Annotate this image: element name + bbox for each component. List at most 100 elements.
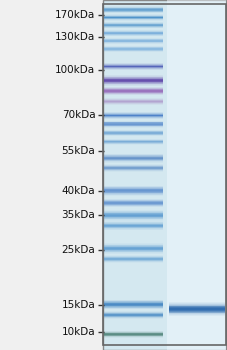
Bar — [104, 193, 163, 194]
Bar — [104, 48, 163, 49]
Bar — [104, 169, 163, 170]
Bar — [104, 256, 163, 257]
Bar — [104, 131, 163, 132]
Bar — [104, 30, 163, 31]
Bar — [104, 215, 163, 216]
Bar — [104, 18, 163, 19]
Bar — [104, 117, 163, 118]
Bar — [104, 306, 163, 307]
Bar — [104, 83, 163, 84]
Bar — [104, 25, 163, 26]
Bar — [104, 122, 163, 123]
Bar — [104, 142, 163, 143]
Bar — [104, 248, 163, 249]
Bar — [104, 316, 163, 317]
Bar — [104, 318, 163, 319]
Bar — [104, 199, 163, 200]
Bar — [104, 102, 163, 103]
Bar — [104, 40, 163, 41]
Bar — [169, 308, 225, 309]
Bar — [104, 84, 163, 85]
Bar — [104, 168, 163, 169]
Bar — [104, 66, 163, 67]
Bar — [169, 304, 225, 306]
Text: 25kDa: 25kDa — [62, 245, 95, 254]
Bar — [104, 78, 163, 79]
Bar — [104, 251, 163, 252]
Bar — [104, 50, 163, 51]
Bar — [104, 223, 163, 224]
Bar — [104, 336, 163, 337]
Bar — [104, 112, 163, 113]
Bar — [104, 308, 163, 309]
Bar — [104, 94, 163, 95]
Bar — [104, 190, 163, 191]
Bar — [104, 43, 163, 44]
Bar — [104, 192, 163, 193]
Bar — [104, 139, 163, 140]
Bar — [104, 243, 163, 244]
Bar — [104, 126, 163, 127]
Bar — [104, 7, 163, 8]
Bar — [104, 226, 163, 227]
Bar — [104, 156, 163, 157]
Bar — [104, 247, 163, 248]
Bar — [104, 10, 163, 11]
Bar — [104, 314, 163, 315]
Bar — [104, 26, 163, 27]
Bar — [104, 140, 163, 141]
Bar — [104, 121, 163, 122]
Bar — [104, 245, 163, 246]
Bar — [104, 224, 163, 225]
Bar — [104, 335, 163, 336]
Bar — [104, 205, 163, 206]
Bar — [104, 337, 163, 338]
Bar — [104, 39, 163, 40]
Bar — [104, 187, 163, 188]
Bar — [104, 304, 163, 305]
Bar — [104, 161, 163, 162]
Bar — [104, 302, 163, 303]
Bar — [104, 114, 163, 115]
Bar — [104, 262, 163, 263]
Bar — [104, 104, 163, 105]
Bar — [169, 303, 225, 304]
Bar — [104, 170, 163, 171]
Bar — [103, 4, 226, 345]
Bar — [104, 9, 163, 10]
Bar — [104, 88, 163, 89]
Bar — [104, 20, 163, 21]
Bar — [104, 213, 163, 214]
Bar — [104, 257, 163, 258]
Bar — [104, 16, 163, 17]
Bar — [104, 116, 163, 117]
Bar — [104, 8, 163, 9]
Bar — [104, 23, 163, 24]
Bar — [104, 47, 163, 48]
Bar — [104, 259, 163, 260]
Bar — [104, 249, 163, 250]
Bar — [104, 117, 163, 118]
Bar — [104, 165, 163, 166]
Bar — [104, 75, 163, 76]
Bar — [104, 98, 163, 99]
Bar — [104, 135, 163, 136]
Text: 100kDa: 100kDa — [55, 65, 95, 75]
Bar — [104, 144, 163, 145]
Bar — [169, 313, 225, 314]
Bar — [104, 188, 163, 189]
Bar — [104, 333, 163, 334]
Bar — [104, 103, 163, 104]
Bar — [104, 89, 163, 90]
Bar — [104, 160, 163, 161]
Bar — [104, 167, 163, 168]
Bar — [104, 134, 163, 135]
Bar — [104, 22, 163, 23]
Bar — [104, 222, 163, 223]
Bar — [104, 219, 163, 220]
Bar — [104, 200, 163, 201]
Bar — [169, 312, 225, 313]
Bar — [104, 118, 163, 119]
Bar — [104, 14, 163, 15]
Bar — [104, 87, 163, 88]
